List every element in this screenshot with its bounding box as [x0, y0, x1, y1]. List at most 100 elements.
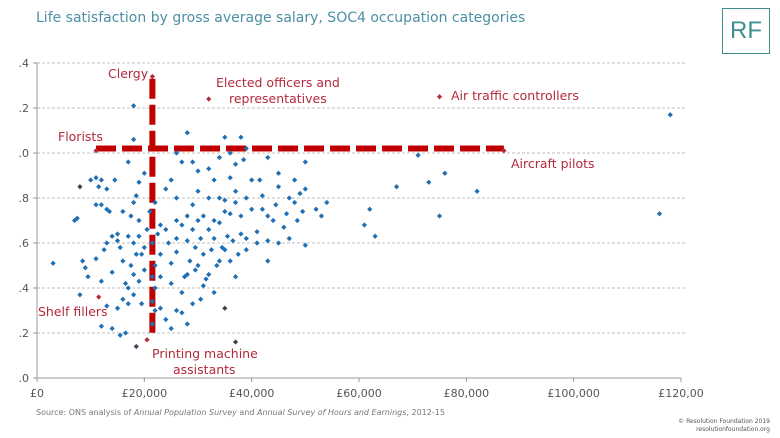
data-point	[286, 195, 292, 201]
data-point	[131, 103, 137, 109]
data-point	[139, 301, 145, 307]
data-point	[254, 229, 260, 235]
data-point	[195, 262, 201, 269]
label-air-traffic: Air traffic controllers	[451, 88, 579, 103]
data-point-dark	[77, 184, 83, 190]
data-point	[302, 159, 308, 165]
data-point	[361, 222, 367, 228]
data-point	[367, 206, 373, 212]
highlight-point	[96, 294, 102, 300]
highlight-point	[93, 148, 99, 154]
label-elected-2: representatives	[229, 91, 327, 106]
data-point	[163, 226, 169, 233]
data-point	[203, 276, 209, 282]
y-tick-label: .6	[19, 237, 30, 250]
data-point	[200, 213, 206, 219]
data-point	[85, 274, 91, 280]
data-point	[184, 271, 190, 278]
data-point	[152, 285, 158, 291]
data-point	[292, 199, 298, 206]
y-tick-label: .4	[19, 57, 30, 70]
data-point-dark	[222, 305, 228, 311]
data-point	[136, 233, 142, 239]
data-point	[131, 136, 137, 143]
data-point	[206, 226, 212, 233]
data-point	[211, 289, 217, 296]
data-point	[297, 190, 303, 197]
data-point	[139, 251, 145, 257]
data-point	[173, 217, 180, 224]
data-point	[168, 260, 174, 266]
data-point	[109, 269, 115, 275]
data-point	[667, 112, 673, 118]
label-florists: Florists	[58, 129, 103, 144]
x-tick-label: £120,00	[658, 387, 704, 400]
source-mid: and	[236, 408, 257, 417]
data-point	[93, 256, 99, 262]
data-point	[200, 283, 206, 289]
data-point	[249, 206, 255, 212]
data-point	[222, 134, 228, 140]
data-point	[125, 159, 131, 165]
data-point	[243, 145, 249, 152]
data-point	[88, 177, 94, 183]
data-point	[114, 305, 121, 311]
data-point	[238, 231, 244, 237]
data-point	[50, 260, 56, 266]
data-point	[190, 159, 196, 165]
data-point	[114, 231, 121, 237]
data-point	[82, 265, 88, 271]
data-point	[198, 296, 204, 302]
data-point	[144, 226, 150, 233]
data-point	[324, 199, 330, 206]
data-point	[227, 175, 233, 181]
source-ashe: Annual Survey of Hours and Earnings	[257, 408, 407, 417]
data-point	[206, 271, 212, 278]
data-point	[187, 258, 193, 264]
data-point	[265, 154, 271, 161]
label-printing-1: Printing machine	[152, 346, 258, 361]
data-point	[131, 271, 137, 278]
data-point	[131, 240, 137, 246]
x-tick-label: £40,000	[229, 387, 275, 400]
data-point	[179, 289, 185, 296]
source-aps: Annual Population Survey	[133, 408, 237, 417]
data-point	[214, 262, 220, 269]
copyright-line: © Resolution Foundation 2019	[678, 418, 770, 425]
data-point	[227, 258, 233, 264]
data-point	[393, 184, 400, 190]
data-point	[243, 247, 249, 253]
data-point	[98, 177, 104, 183]
data-point	[173, 235, 180, 242]
data-point	[195, 168, 201, 174]
data-point	[190, 226, 196, 233]
data-point	[426, 179, 432, 185]
x-tick-label: £100,000	[547, 387, 600, 400]
data-point	[165, 240, 172, 246]
data-point	[235, 251, 241, 257]
data-point	[190, 202, 196, 208]
data-point	[168, 177, 174, 183]
x-tick-label: £20,000	[122, 387, 168, 400]
data-point	[128, 262, 134, 269]
data-point	[93, 175, 99, 181]
data-point	[211, 177, 217, 183]
data-point	[157, 274, 164, 280]
y-tick-label: .4	[19, 282, 30, 295]
data-point	[227, 150, 233, 156]
data-point	[117, 332, 123, 338]
data-point	[173, 307, 180, 314]
data-point	[206, 195, 212, 201]
data-point	[216, 154, 223, 161]
data-point	[270, 217, 276, 224]
data-point	[120, 208, 126, 215]
data-point	[120, 258, 126, 264]
data-point	[136, 179, 142, 185]
data-point	[74, 215, 80, 221]
data-point	[206, 166, 212, 172]
data-point	[230, 238, 236, 244]
data-point	[192, 267, 198, 273]
data-point	[93, 202, 99, 208]
data-point	[114, 238, 121, 244]
data-point	[106, 208, 113, 215]
